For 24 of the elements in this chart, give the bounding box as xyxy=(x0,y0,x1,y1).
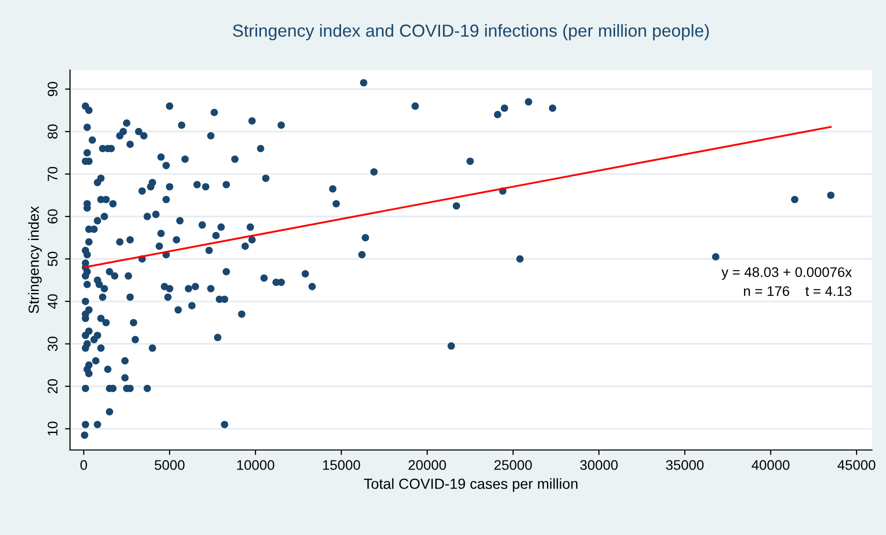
x-tick-label: 30000 xyxy=(580,460,618,470)
chart-title: Stringency index and COVID-19 infections (per million people) xyxy=(232,24,709,40)
x-tick-label: 5000 xyxy=(154,460,185,470)
x-axis-title: Total COVID-19 cases per million xyxy=(364,478,578,492)
y-tick-label: 50 xyxy=(48,252,58,266)
x-tick-label: 45000 xyxy=(838,460,876,470)
y-tick-label: 20 xyxy=(48,379,58,394)
x-tick-label: 25000 xyxy=(494,460,532,470)
x-tick-label: 0 xyxy=(80,460,88,470)
y-axis-title: Stringency index xyxy=(28,206,42,314)
x-tick-label: 15000 xyxy=(323,460,360,470)
y-tick-label: 90 xyxy=(48,82,58,96)
y-tick-label: 70 xyxy=(48,166,58,182)
y-tick-label: 60 xyxy=(48,209,58,224)
y-tick-label: 80 xyxy=(48,124,58,139)
y-tick-label: 10 xyxy=(48,422,58,436)
x-tick-label: 40000 xyxy=(752,460,790,470)
y-tick-label: 30 xyxy=(48,336,58,352)
annotation: n = 176 t = 4.13 xyxy=(744,286,852,296)
x-tick-label: 35000 xyxy=(666,460,704,470)
annotation: y = 48.03 + 0.00076x xyxy=(721,267,852,280)
y-tick-label: 40 xyxy=(48,294,58,309)
x-tick-label: 10000 xyxy=(237,460,274,470)
x-tick-label: 20000 xyxy=(408,460,446,470)
